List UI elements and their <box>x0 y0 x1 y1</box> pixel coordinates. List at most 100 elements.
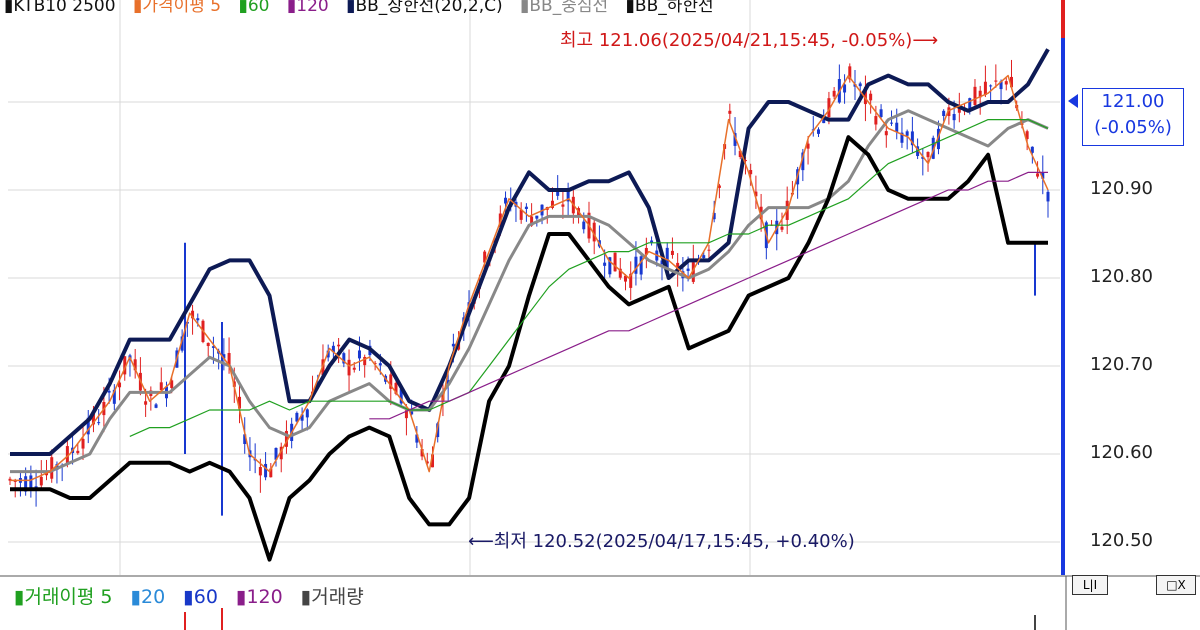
candle-body <box>342 353 346 364</box>
legend-item-bb-mid: ▮BB_중심선 <box>520 0 614 16</box>
candle-body <box>999 81 1003 90</box>
candle-body <box>629 273 633 288</box>
candle-body <box>410 409 414 415</box>
legend-item-bb-upper: ▮BB_상한선(20,2,C) <box>346 0 509 16</box>
vlegend-marker-volume: ▮ <box>300 586 312 608</box>
candle-body <box>97 422 101 424</box>
candle-body <box>712 212 716 220</box>
candle-body <box>243 434 247 444</box>
candle-body <box>827 98 831 118</box>
candle-body <box>717 185 721 188</box>
candle-body <box>879 109 883 118</box>
candle-body <box>936 128 940 150</box>
candle-body <box>222 354 226 359</box>
candle-body <box>582 221 586 230</box>
candle-body <box>389 374 393 389</box>
legend-marker-symbol: ▮ <box>4 0 14 16</box>
candle-body <box>816 129 820 134</box>
legend-marker-ma60: ▮ <box>238 0 248 16</box>
low-price-annotation: ⟵최저 120.52(2025/04/17,15:45, +0.40%) <box>468 531 855 552</box>
current-price-value: 121.00 <box>1101 91 1165 112</box>
legend-marker-bb-mid: ▮ <box>520 0 530 16</box>
candle-body <box>863 86 867 105</box>
vlegend-text-ma120: 120 <box>246 586 283 608</box>
legend-text-ma60: 60 <box>247 0 270 16</box>
window-close-button[interactable]: □X <box>1156 575 1196 595</box>
series-line-120 <box>369 171 1048 420</box>
split-panel-button[interactable]: L|I <box>1072 575 1108 595</box>
candle-body <box>613 252 617 272</box>
candle-body <box>170 380 174 389</box>
candle-body <box>258 467 262 476</box>
candle-body <box>983 81 987 95</box>
candle-body <box>24 476 28 492</box>
candle-body <box>274 447 278 460</box>
candle-body <box>858 83 862 87</box>
current-price-pointer <box>1068 94 1078 108</box>
candle-body <box>1046 191 1050 202</box>
candle-body <box>1036 173 1040 177</box>
candle-body <box>670 250 674 255</box>
candle-body <box>566 189 570 202</box>
candle-body <box>211 346 215 348</box>
candle-body <box>524 206 528 210</box>
candle-body <box>357 350 361 359</box>
vlegend-text-volume: 거래량 <box>311 586 364 608</box>
vlegend-item-ma120: ▮120 <box>236 586 289 608</box>
vlegend-marker-ma20: ▮ <box>130 586 142 608</box>
candle-body <box>483 251 487 263</box>
candle-body <box>556 191 560 196</box>
candle-body <box>874 116 878 125</box>
vlegend-item-volume: ▮거래량 <box>301 586 370 608</box>
candle-body <box>118 382 122 388</box>
candle-body <box>264 463 268 478</box>
candle-body <box>519 209 523 220</box>
legend-item-ma5: ▮가격이평 5 <box>133 0 227 16</box>
candle-body <box>749 170 753 175</box>
legend-marker-bb-lower: ▮ <box>625 0 635 16</box>
legend-text-ma120: 120 <box>296 0 329 16</box>
candle-body <box>238 396 242 409</box>
candle-body <box>50 457 54 479</box>
candle-body <box>279 446 283 460</box>
y-tick-label: 120.50 <box>1090 530 1153 551</box>
candle-body <box>337 344 341 347</box>
candle-body <box>780 226 784 230</box>
candle-body <box>446 380 450 385</box>
series-line-BB_상한선 <box>10 48 1050 456</box>
candle-body <box>373 363 377 365</box>
legend-item-ma60: ▮60 <box>239 0 276 16</box>
candle-body <box>144 401 148 405</box>
candle-body <box>284 430 288 447</box>
series-line-BB_하한선 <box>10 135 1048 562</box>
candle-body <box>378 363 382 366</box>
candle-body <box>1041 172 1045 179</box>
candle-body <box>603 262 607 266</box>
candle-body <box>530 216 534 226</box>
current-price-badge: 121.00 (-0.05%) <box>1082 88 1184 146</box>
vlegend-item-ma20: ▮20 <box>131 586 172 608</box>
candle-body <box>869 93 873 101</box>
candle-body <box>415 434 419 443</box>
candle-body <box>86 417 90 435</box>
candle-body <box>561 204 565 207</box>
candle-body <box>733 133 737 146</box>
candle-body <box>1030 146 1034 153</box>
vlegend-text-ma20: 20 <box>141 586 166 608</box>
candle-body <box>905 131 909 136</box>
candle-body <box>91 413 95 425</box>
candle-body <box>926 151 930 158</box>
vlegend-text-ma60: 60 <box>193 586 218 608</box>
candle-body <box>191 310 195 319</box>
y-tick-label: 120.90 <box>1090 178 1153 199</box>
candle-body <box>947 107 951 117</box>
candle-body <box>206 342 210 347</box>
candle-body <box>159 382 163 391</box>
candle-body <box>822 119 826 124</box>
series-line-60 <box>129 119 1049 437</box>
candle-body <box>973 86 977 106</box>
candle-body <box>806 143 810 149</box>
candle-body <box>394 382 398 394</box>
